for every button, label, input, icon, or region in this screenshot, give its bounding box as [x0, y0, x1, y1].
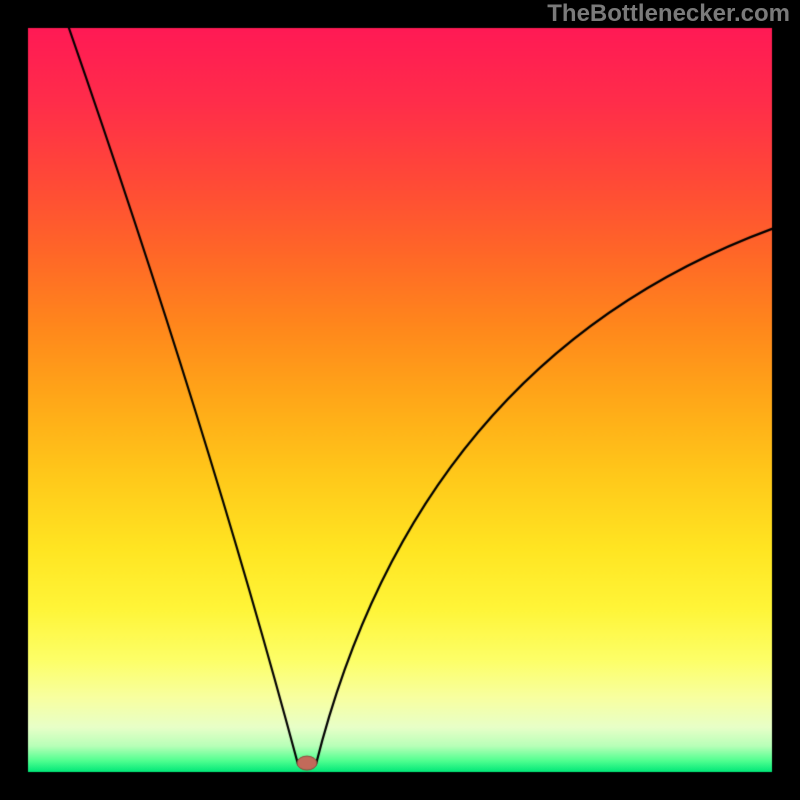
- bottleneck-chart-canvas: [0, 0, 800, 800]
- chart-container: TheBottlenecker.com: [0, 0, 800, 800]
- watermark-label: TheBottlenecker.com: [547, 0, 790, 28]
